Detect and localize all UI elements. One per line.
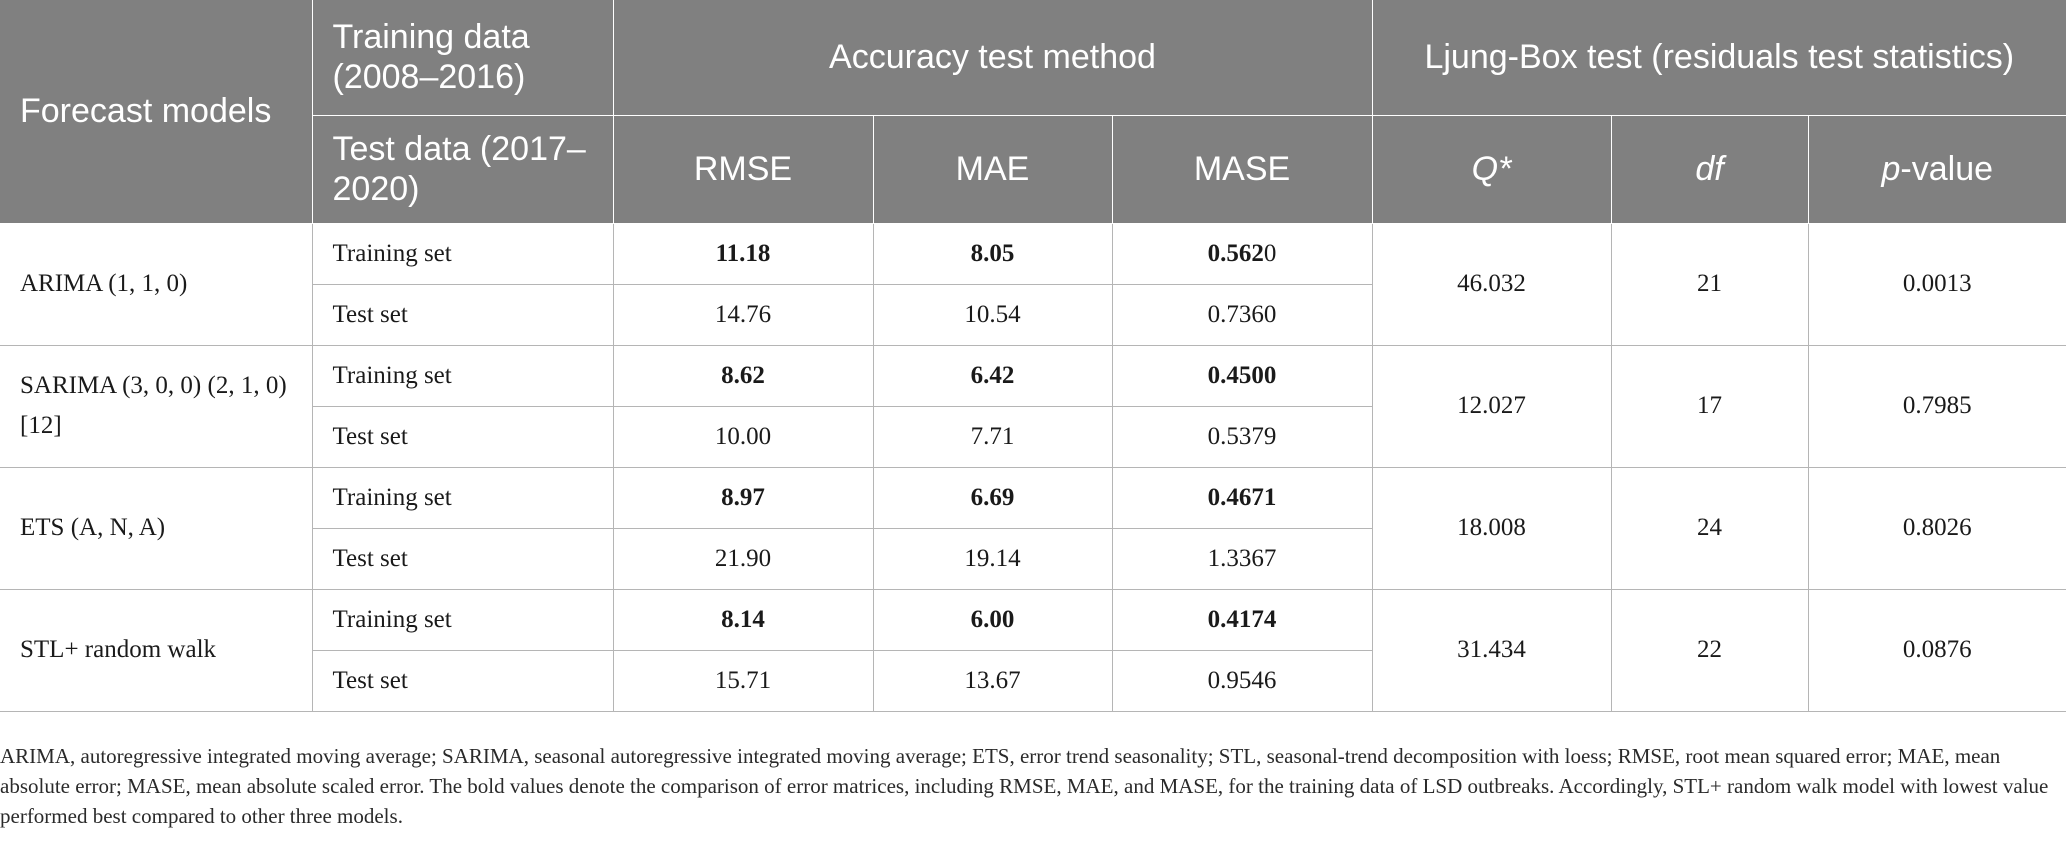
- mase-value: 0.7360: [1111, 283, 1372, 346]
- model-name: ETS (A, N, A): [0, 466, 313, 590]
- header-mae: MAE: [872, 114, 1113, 224]
- df-value: 22: [1610, 588, 1809, 712]
- rmse-value: 11.18: [612, 222, 874, 285]
- header-p-value: p-value: [1807, 114, 2067, 224]
- mase-value: 0.4174: [1111, 588, 1373, 651]
- rmse-value: 21.90: [612, 527, 874, 590]
- table-row: Test set 15.71 13.67 0.9546: [0, 649, 2066, 712]
- header-training-data: Training data (2008–2016): [311, 0, 614, 116]
- set-label: Training set: [311, 466, 614, 529]
- mae-value: 13.67: [872, 649, 1113, 712]
- mase-value-bold: 0.4174: [1207, 605, 1277, 633]
- header-p-value-italic: p: [1881, 150, 1901, 188]
- model-name: SARIMA (3, 0, 0) (2, 1, 0) [12]: [0, 344, 313, 468]
- results-table: Forecast models Training data (2008–2016…: [0, 0, 2067, 712]
- mase-value-bold: 0.562: [1207, 239, 1264, 267]
- header-q-star-label: Q*: [1471, 150, 1512, 188]
- mae-value: 8.05: [872, 222, 1113, 285]
- df-value: 21: [1610, 222, 1809, 346]
- table-row: STL+ random walk Training set 8.14 6.00 …: [0, 588, 2067, 712]
- mae-value: 6.42: [872, 344, 1113, 407]
- rmse-value: 8.62: [612, 344, 874, 407]
- header-accuracy-test-method: Accuracy test method: [612, 0, 1373, 116]
- set-label: Test set: [312, 527, 614, 590]
- mase-value: 0.4671: [1111, 466, 1373, 529]
- rmse-value: 8.97: [612, 466, 874, 529]
- p-value: 0.8026: [1807, 466, 2067, 590]
- p-value: 0.0876: [1807, 588, 2067, 712]
- table-row: ETS (A, N, A) Training set 8.97 6.69 0.4…: [0, 466, 2067, 590]
- header-forecast-models: Forecast models: [0, 0, 313, 224]
- set-label: Test set: [312, 405, 614, 468]
- mase-value: 0.9546: [1111, 649, 1372, 712]
- mae-value: 10.54: [872, 283, 1113, 346]
- table-row: Test set 14.76 10.54 0.7360: [0, 283, 2066, 346]
- header-q-star: Q*: [1371, 114, 1612, 224]
- header-rmse: RMSE: [612, 114, 874, 224]
- df-value: 24: [1610, 466, 1809, 590]
- mase-value-bold: 0.4500: [1207, 361, 1277, 389]
- mae-value: 6.69: [872, 466, 1113, 529]
- mase-value: 0.5620: [1111, 222, 1373, 285]
- mae-value: 19.14: [872, 527, 1113, 590]
- table-row: SARIMA (3, 0, 0) (2, 1, 0) [12] Training…: [0, 344, 2067, 468]
- mase-value: 1.3367: [1111, 527, 1372, 590]
- mase-value: 0.4500: [1111, 344, 1373, 407]
- table-row: ARIMA (1, 1, 0) Training set 11.18 8.05 …: [0, 222, 2067, 346]
- header-df: df: [1610, 114, 1809, 224]
- p-value: 0.7985: [1807, 344, 2067, 468]
- p-value: 0.0013: [1807, 222, 2067, 346]
- header-ljung-box-test: Ljung-Box test (residuals test statistic…: [1371, 0, 2067, 116]
- set-label: Training set: [311, 588, 614, 651]
- model-name: ARIMA (1, 1, 0): [0, 222, 313, 346]
- rmse-value: 10.00: [612, 405, 874, 468]
- rmse-value: 8.14: [612, 588, 874, 651]
- mase-value-bold: 0.4671: [1207, 483, 1277, 511]
- mase-value-regular: 0: [1263, 239, 1277, 267]
- table-row: Test set 10.00 7.71 0.5379: [0, 405, 2066, 468]
- header-mase: MASE: [1111, 114, 1373, 224]
- rmse-value: 15.71: [612, 649, 874, 712]
- q-star-value: 46.032: [1371, 222, 1612, 346]
- mae-value: 6.00: [872, 588, 1113, 651]
- mase-value: 0.5379: [1111, 405, 1372, 468]
- header-p-value-rest: -value: [1900, 150, 1994, 188]
- q-star-value: 12.027: [1371, 344, 1612, 468]
- q-star-value: 18.008: [1371, 466, 1612, 590]
- table-footnote: ARIMA, autoregressive integrated moving …: [0, 744, 2049, 828]
- q-star-value: 31.434: [1371, 588, 1612, 712]
- header-test-data: Test data (2017–2020): [312, 114, 614, 224]
- rmse-value: 14.76: [612, 283, 874, 346]
- set-label: Training set: [311, 344, 614, 407]
- set-label: Test set: [312, 283, 614, 346]
- mae-value: 7.71: [872, 405, 1113, 468]
- df-value: 17: [1610, 344, 1809, 468]
- set-label: Training set: [311, 222, 614, 285]
- model-name: STL+ random walk: [0, 588, 313, 712]
- set-label: Test set: [312, 649, 614, 712]
- table-row: Test set 21.90 19.14 1.3367: [0, 527, 2066, 590]
- header-df-label: df: [1695, 150, 1724, 188]
